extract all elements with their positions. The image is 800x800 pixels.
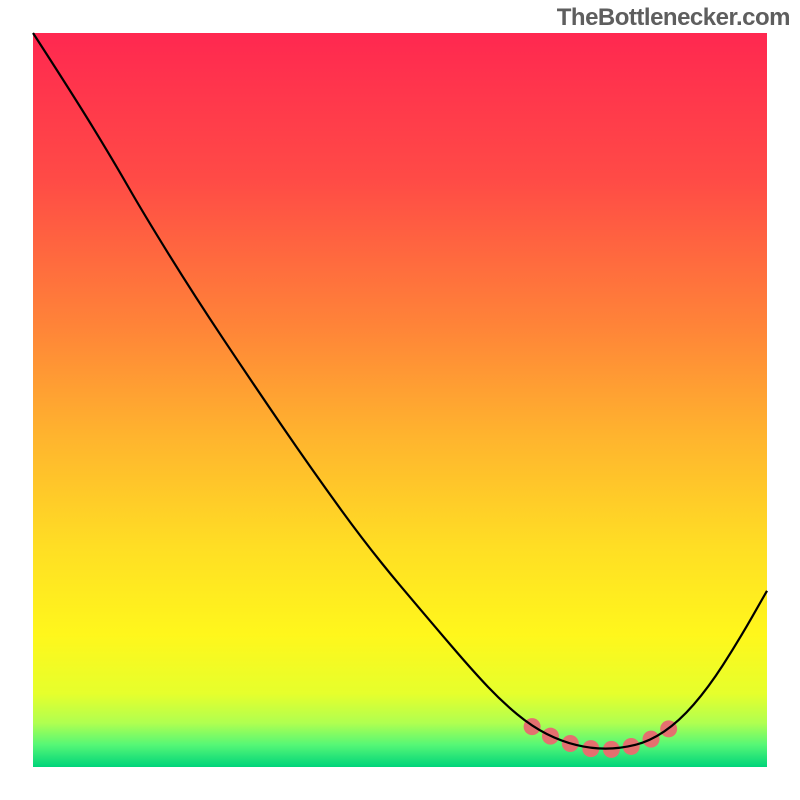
chart-container: TheBottlenecker.com: [0, 0, 800, 800]
bottleneck-curve: [33, 33, 767, 749]
overlay-svg: [0, 0, 800, 800]
watermark-text: TheBottlenecker.com: [557, 4, 790, 32]
